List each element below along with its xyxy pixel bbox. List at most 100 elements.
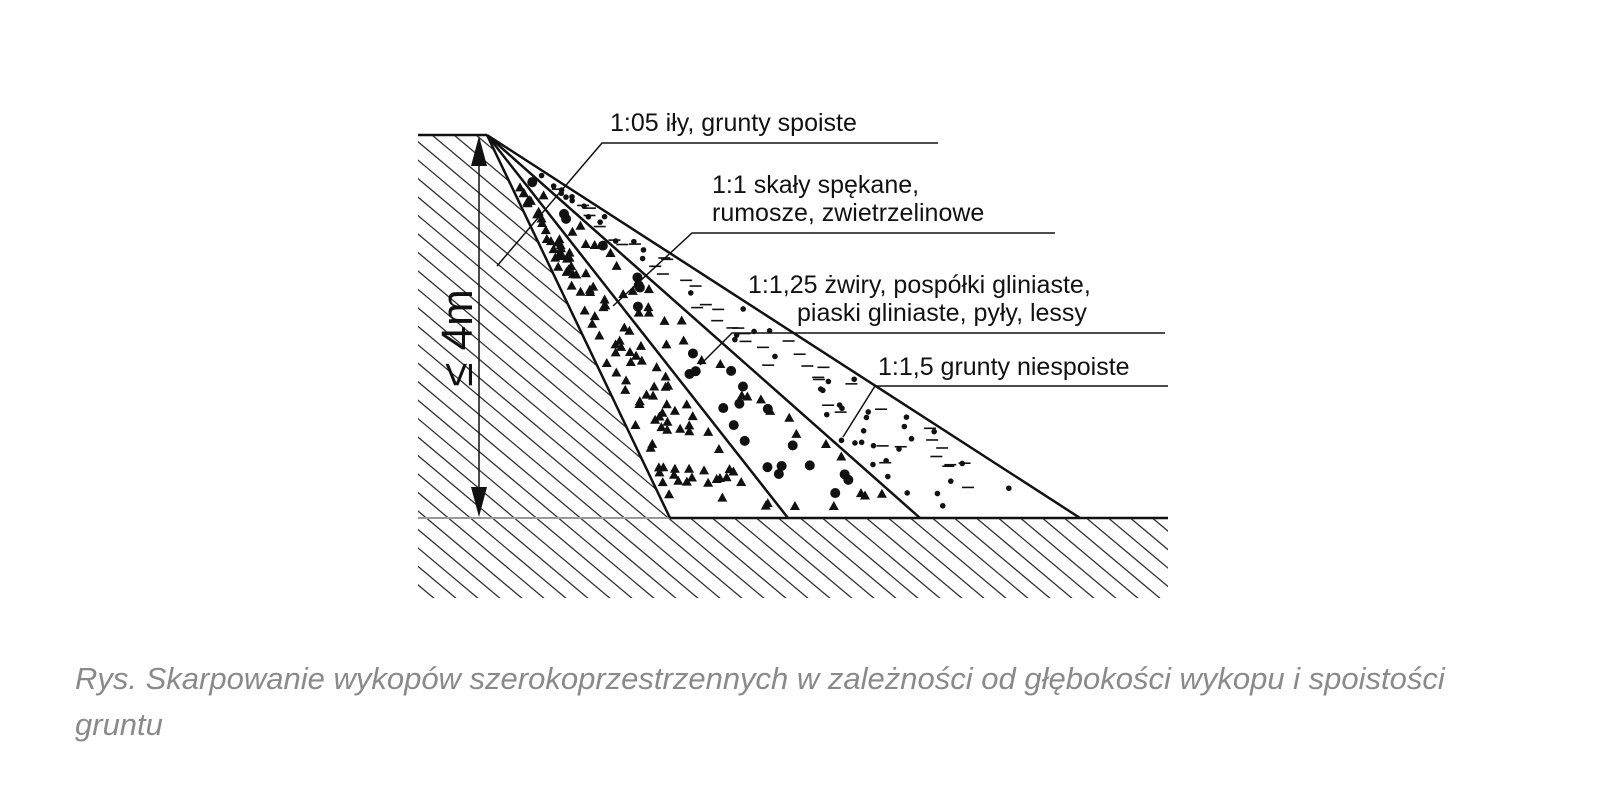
dot-symbol (563, 194, 569, 200)
triangle-symbol (585, 287, 596, 297)
triangle-symbol (684, 426, 695, 436)
leader-lines (496, 142, 1168, 438)
triangle-symbol (548, 244, 559, 254)
slope-line-1-125 (486, 134, 921, 519)
triangle-symbol (536, 213, 547, 223)
triangle-symbol (619, 322, 630, 332)
dot-symbol (804, 460, 815, 471)
triangle-symbol (713, 444, 724, 454)
triangle-symbol (556, 243, 567, 253)
hatch-line (0, 135, 288, 605)
triangle-symbol (664, 489, 675, 499)
triangle-symbol (643, 284, 654, 294)
triangle-symbol (515, 182, 526, 192)
triangle-symbol (654, 411, 665, 421)
dot-symbol (1006, 485, 1012, 492)
triangle-symbol (540, 225, 551, 235)
triangle-symbol (755, 394, 766, 404)
triangle-symbol (675, 423, 686, 433)
label-1-125: 1:1,25 żwiry, pospółki gliniaste, piaski … (748, 271, 1091, 327)
triangle-symbol (633, 307, 644, 317)
hatch-line (418, 135, 487, 598)
triangle-symbol (687, 411, 698, 421)
triangle-symbol (717, 492, 728, 502)
triangle-symbol (663, 380, 674, 390)
hatch-line (0, 135, 310, 605)
dot-symbol (896, 446, 902, 452)
hatch-line (418, 135, 707, 598)
triangle-symbol (860, 490, 871, 500)
triangle-symbol (699, 465, 710, 475)
dot-symbol (688, 290, 694, 296)
triangle-symbol (784, 412, 795, 422)
dot-symbol (830, 488, 841, 499)
dot-symbol (740, 306, 746, 312)
hatch-line (418, 135, 575, 598)
hatch-line (1180, 135, 1597, 605)
triangle-symbol (580, 268, 591, 278)
hatch-line (1135, 135, 1168, 598)
triangle-symbol (635, 340, 646, 350)
triangle-symbol (643, 307, 654, 317)
depth-label: ≤ 4m (433, 289, 482, 387)
hatch-line (1202, 135, 1597, 605)
triangle-symbol (561, 266, 572, 276)
hatch-line (418, 135, 663, 598)
triangle-symbol (703, 477, 714, 487)
dot-symbol (633, 280, 644, 291)
dot-symbol (734, 398, 745, 409)
triangle-symbol (855, 488, 866, 498)
dot-symbol (947, 478, 954, 484)
triangle-symbol (791, 428, 802, 438)
hatch-line (1312, 135, 1597, 605)
figure-caption: Rys. Skarpowanie wykopów szerokoprzestrz… (75, 661, 1445, 742)
triangle-symbol (649, 381, 660, 391)
dot-symbol (631, 238, 637, 245)
dot-symbol (550, 183, 557, 189)
triangle-symbol (541, 233, 552, 243)
triangle-symbol (651, 362, 662, 372)
dot-symbol (939, 502, 946, 509)
triangle-symbol (736, 476, 747, 486)
label-1-15: 1:1,5 grunty niespoiste (878, 353, 1130, 381)
triangle-symbol (518, 188, 529, 198)
triangle-symbol (662, 424, 673, 434)
dot-symbol (640, 247, 647, 253)
triangle-symbol (820, 438, 831, 448)
triangle-symbol (669, 469, 680, 479)
triangle-symbol (522, 198, 533, 208)
triangle-symbol (836, 451, 847, 461)
triangle-symbol (580, 238, 591, 248)
triangle-symbol (550, 252, 561, 262)
dot-symbol (762, 462, 773, 473)
triangle-symbol (715, 358, 726, 368)
hatch-line (1047, 135, 1168, 598)
triangle-symbol (601, 357, 612, 367)
triangle-symbol (681, 476, 692, 486)
triangle-symbol (662, 416, 673, 426)
hatch-line (1091, 135, 1168, 598)
triangle-symbol (721, 472, 732, 482)
hatch-line (1246, 135, 1597, 605)
triangle-symbol (614, 335, 625, 345)
triangle-symbol (621, 375, 632, 385)
dot-symbol (839, 469, 850, 480)
slope-line-1-1 (486, 134, 789, 519)
dot-symbol (858, 439, 865, 446)
dot-symbol (732, 336, 738, 343)
hatch-line (418, 135, 773, 598)
dot-symbol (527, 177, 538, 188)
dot-symbol (632, 301, 643, 312)
triangle-symbol (634, 396, 645, 406)
dot-symbol (870, 461, 876, 468)
triangle-symbol (645, 442, 656, 452)
dot-symbol (773, 468, 784, 479)
hatch-line (418, 135, 553, 598)
hatch-line (418, 135, 861, 598)
triangle-symbol (724, 464, 735, 474)
hatch-line (0, 135, 178, 605)
dot-symbol (726, 365, 737, 376)
triangle-symbol (678, 335, 689, 345)
triangle-symbol (643, 302, 654, 312)
triangle-symbol (661, 399, 672, 409)
